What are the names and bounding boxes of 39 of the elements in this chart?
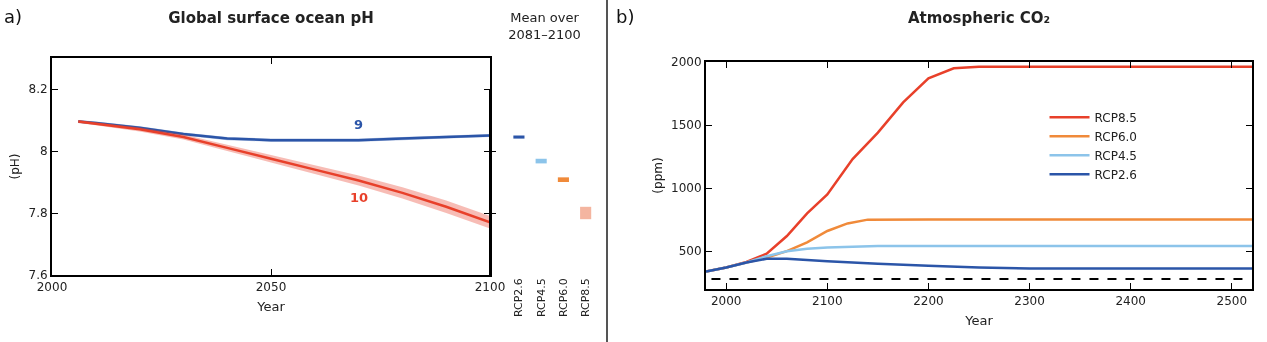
legend-label: RCP6.0 [1094,130,1137,145]
x-tick-label: 2300 [1014,294,1045,309]
x-axis-title: Year [256,298,286,314]
x-tick-label: 2050 [255,280,287,295]
line-series [706,257,1252,273]
annotation: 9 [354,117,364,132]
y-tick-label: 8.2 [28,82,48,97]
x-tick-label: 2200 [913,294,944,309]
y-tick-label: 1000 [671,181,702,196]
y-tick-label: 2000 [671,55,702,70]
x-axis-title: Year [964,312,994,328]
chart-title: Mean over 2081–2100 [508,10,581,42]
x-tick-label: 2100 [812,294,843,309]
annotation: 10 [350,190,369,205]
text: b) [616,6,635,27]
chart-title: Atmospheric CO₂ [907,8,1051,27]
x-tick-label: 2500 [1216,294,1248,309]
x-tick-label: RCP6.0 [556,278,570,318]
y-tick-label: 1500 [671,118,702,133]
legend-label: RCP4.5 [1094,149,1137,164]
x-tick-label: RCP8.5 [579,278,593,318]
chart-title: Global surface ocean pH [168,8,374,27]
x-tick-label: 2000 [710,294,742,309]
y-tick-label: 8 [39,144,48,159]
bar [557,177,569,182]
legend-label: RCP8.5 [1094,111,1137,126]
x-tick-label: 2400 [1115,294,1146,309]
y-tick-label: 500 [678,244,702,259]
x-tick-label: 2100 [474,280,506,295]
legend-label: RCP2.6 [1094,168,1137,183]
y-axis-title: (pH) [8,153,23,180]
bar [580,206,592,220]
y-tick-label: 7.6 [28,268,48,283]
x-tick-label: RCP4.5 [534,278,548,318]
y-axis-title: (ppm) [650,157,665,194]
text: a) [4,6,23,27]
y-tick-label: 7.8 [28,206,48,221]
bar [513,135,525,139]
x-tick-label: RCP2.6 [512,278,526,318]
